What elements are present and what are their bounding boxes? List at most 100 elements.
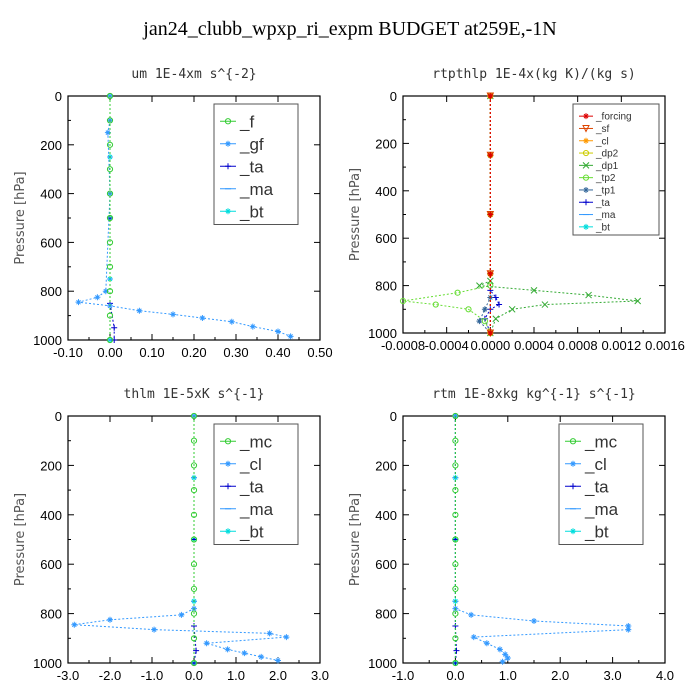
data-point (541, 301, 549, 308)
legend-item: _ta (579, 198, 610, 209)
x-tick-label: -0.10 (53, 345, 83, 360)
y-tick-label: 0 (390, 409, 397, 424)
panel-title: rtm 1E-8xkg kg^{-1} s^{-1} (432, 387, 636, 402)
legend-item: _sf (579, 124, 610, 135)
data-point (432, 301, 439, 308)
legend-label: _forcing (595, 112, 632, 123)
y-tick-label: 800 (40, 284, 62, 299)
series-mc (452, 412, 459, 667)
legend-label: _f (239, 112, 254, 131)
data-point (190, 511, 198, 518)
data-point (287, 333, 294, 340)
x-tick-label: 0.0000 (470, 338, 510, 353)
x-tick-label: -1.0 (392, 668, 414, 683)
data-point (106, 117, 114, 124)
y-tick-label: 400 (375, 184, 397, 199)
y-tick-label: 200 (375, 136, 397, 151)
data-point (106, 214, 114, 222)
panel-title: rtpthlp 1E-4x(kg K)/(kg s) (432, 67, 636, 82)
series-line (402, 96, 491, 334)
y-tick-label: 0 (55, 409, 62, 424)
legend-label: _dp1 (595, 161, 619, 172)
data-point (178, 611, 185, 618)
data-point (487, 330, 494, 336)
data-point (190, 412, 198, 420)
series-dp1 (476, 92, 642, 337)
y-tick-label: 1000 (368, 656, 397, 671)
y-tick-label: 800 (375, 607, 397, 622)
legend-item: _ma (220, 180, 274, 199)
y-tick-label: 400 (40, 508, 62, 523)
data-point (106, 263, 114, 270)
data-point (634, 297, 642, 305)
y-tick-label: 0 (390, 89, 397, 104)
data-point (487, 152, 494, 159)
data-point (106, 92, 114, 100)
x-tick-label: 0.30 (223, 345, 248, 360)
legend-marker (225, 208, 231, 215)
x-tick-label: 0.0 (446, 668, 464, 683)
legend-label: _ma (584, 500, 619, 519)
legend-item: _bt (220, 522, 264, 541)
legend-item: _ta (565, 477, 609, 496)
x-tick-label: -0.0008 (381, 338, 425, 353)
data-point (452, 437, 459, 444)
legend-item: _cl (579, 136, 609, 147)
x-tick-label: 0.0016 (645, 338, 685, 353)
x-tick-label: 2.0 (269, 668, 287, 683)
data-point (452, 487, 459, 494)
series-line (454, 416, 629, 663)
legend-label: _ta (595, 198, 610, 209)
x-tick-label: 0.00 (97, 345, 122, 360)
data-point (496, 301, 503, 308)
data-point (258, 653, 265, 660)
x-tick-label: 0.40 (265, 345, 290, 360)
data-point (190, 585, 198, 593)
y-axis-label: Pressure [hPa] (348, 168, 363, 261)
data-point (530, 286, 538, 294)
x-tick-label: -1.0 (141, 668, 163, 683)
x-tick-label: -3.0 (57, 668, 79, 683)
legend-item: _gf (220, 135, 264, 154)
data-point (487, 270, 494, 277)
legend-item: _bt (579, 222, 610, 233)
legend-marker (225, 483, 231, 490)
data-point (454, 289, 461, 296)
y-tick-label: 800 (375, 279, 397, 294)
x-tick-label: 3.0 (311, 668, 329, 683)
data-point (106, 336, 114, 344)
x-tick-label: 4.0 (656, 668, 674, 683)
data-point (452, 561, 459, 568)
y-tick-label: 800 (40, 607, 62, 622)
y-tick-label: 600 (40, 557, 62, 572)
data-point (483, 640, 490, 647)
data-point (193, 647, 200, 654)
legend-item: _forcing (579, 112, 632, 123)
x-tick-label: 0.0008 (558, 338, 598, 353)
legend-marker (225, 140, 231, 147)
figure-title: jan24_clubb_wpxp_ri_expm BUDGET at259E,-… (143, 18, 557, 40)
legend-marker (582, 124, 590, 133)
data-point (106, 288, 114, 295)
legend-marker (583, 186, 589, 193)
y-axis-label: Pressure [hPa] (13, 493, 28, 586)
x-tick-label: 0.0012 (601, 338, 641, 353)
data-point (452, 536, 459, 543)
legend-label: _tp2 (595, 173, 616, 184)
data-point (275, 328, 281, 335)
legend-item: _bt (565, 522, 609, 541)
legend-item: _mc (220, 432, 273, 451)
data-point (106, 166, 114, 173)
data-point (190, 437, 198, 444)
legend-label: _ta (584, 477, 609, 496)
data-point (94, 294, 101, 301)
series-f (106, 92, 114, 344)
data-point (107, 616, 113, 623)
panel-4: rtm 1E-8xkg kg^{-1} s^{-1} Pressure [hPa]… (348, 387, 674, 683)
legend-marker (224, 438, 232, 445)
data-point (453, 647, 460, 654)
y-tick-label: 200 (375, 458, 397, 473)
data-point (481, 318, 488, 325)
x-tick-label: 0.0 (185, 668, 203, 683)
